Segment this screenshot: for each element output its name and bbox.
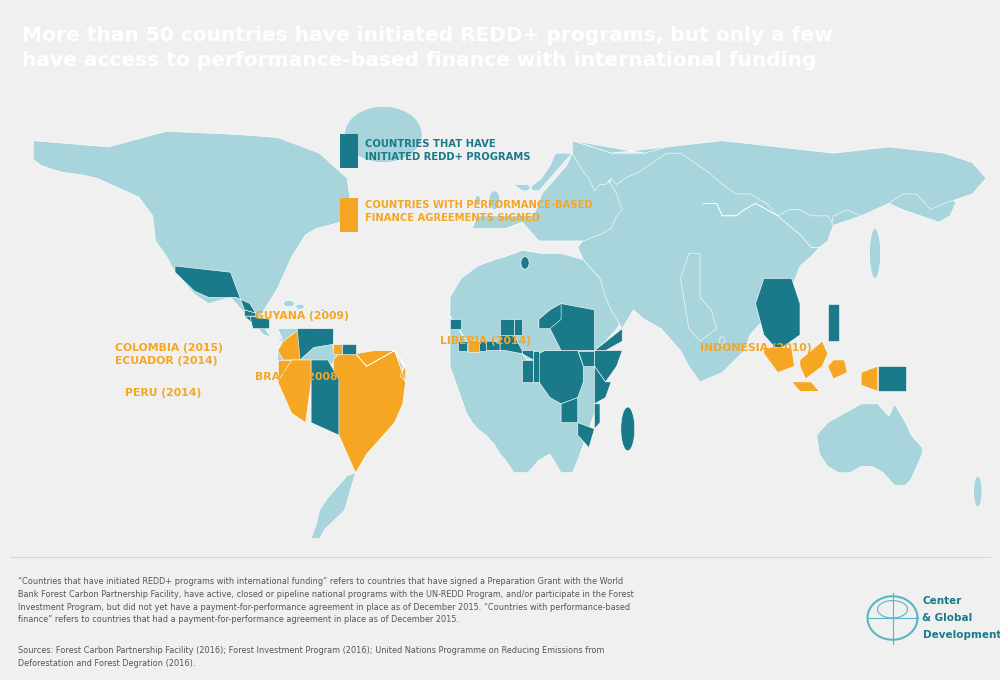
Polygon shape [878,367,906,391]
Polygon shape [450,250,622,473]
Polygon shape [278,328,406,539]
Polygon shape [539,303,594,351]
Text: INDONESIA (2010): INDONESIA (2010) [700,343,812,352]
Text: Development: Development [922,630,1000,641]
Polygon shape [296,304,304,309]
Polygon shape [342,344,356,354]
Polygon shape [269,335,286,341]
Polygon shape [450,250,622,360]
Polygon shape [450,319,461,328]
Polygon shape [800,341,828,379]
Polygon shape [458,341,467,351]
Text: COUNTRIES THAT HAVE
INITIATED REDD+ PROGRAMS: COUNTRIES THAT HAVE INITIATED REDD+ PROG… [365,139,530,163]
Polygon shape [333,344,406,473]
Polygon shape [475,196,481,205]
Polygon shape [467,341,472,351]
Polygon shape [621,407,635,451]
Polygon shape [828,360,847,379]
Polygon shape [311,360,339,435]
Text: More than 50 countries have initiated REDD+ programs, but only a few
have access: More than 50 countries have initiated RE… [22,26,833,70]
Text: LIBERIA (2014): LIBERIA (2014) [440,336,531,345]
Text: COLOMBIA (2015)
ECUADOR (2014): COLOMBIA (2015) ECUADOR (2014) [115,343,223,366]
Polygon shape [33,131,353,373]
Polygon shape [720,337,725,346]
Polygon shape [756,279,800,351]
Polygon shape [974,476,982,507]
Polygon shape [764,347,794,373]
Polygon shape [278,360,292,382]
FancyBboxPatch shape [340,134,358,168]
Text: COUNTRIES WITH PERFORMANCE-BASED
FINANCE AGREEMENTS SIGNED: COUNTRIES WITH PERFORMANCE-BASED FINANCE… [365,200,593,223]
Polygon shape [522,360,533,382]
Polygon shape [250,316,269,328]
Polygon shape [622,410,633,447]
Polygon shape [486,341,500,351]
Polygon shape [578,423,594,447]
Polygon shape [594,367,611,404]
Polygon shape [578,351,594,367]
Polygon shape [472,141,622,241]
Polygon shape [533,351,583,404]
Polygon shape [468,339,479,352]
Polygon shape [345,106,422,163]
Polygon shape [297,328,333,360]
Polygon shape [500,319,514,335]
Polygon shape [489,191,500,209]
Polygon shape [703,203,833,248]
Polygon shape [594,404,600,429]
Polygon shape [244,316,269,328]
Polygon shape [244,310,256,316]
Polygon shape [572,141,956,382]
Polygon shape [681,254,717,341]
Text: GUYANA (2009): GUYANA (2009) [255,311,349,321]
Polygon shape [792,382,819,391]
Polygon shape [278,360,311,423]
Polygon shape [594,351,622,382]
Polygon shape [283,301,294,307]
Polygon shape [478,341,486,351]
Polygon shape [594,328,622,351]
Polygon shape [869,228,881,279]
Polygon shape [514,319,522,335]
FancyBboxPatch shape [340,198,358,232]
Text: Center: Center [922,596,962,606]
Polygon shape [514,153,572,191]
Polygon shape [278,328,314,360]
Text: “Countries that have initiated REDD+ programs with international funding” refers: “Countries that have initiated REDD+ pro… [18,577,634,624]
Polygon shape [521,256,529,269]
Polygon shape [828,303,839,341]
Polygon shape [572,141,986,248]
Polygon shape [861,367,878,391]
Polygon shape [472,341,478,351]
Polygon shape [175,266,256,313]
Polygon shape [333,344,342,354]
Polygon shape [329,318,332,320]
Text: BRAZIL (2008): BRAZIL (2008) [255,372,342,382]
Text: Sources: Forest Carbon Partnership Facility (2016); Forest Investment Program (2: Sources: Forest Carbon Partnership Facil… [18,646,604,668]
Polygon shape [320,309,324,311]
Polygon shape [539,303,561,328]
Polygon shape [500,335,522,354]
Polygon shape [561,398,578,423]
Text: & Global: & Global [922,613,973,623]
Polygon shape [522,351,533,360]
Polygon shape [817,404,922,486]
Text: PERU (2014): PERU (2014) [125,388,201,398]
Polygon shape [533,351,539,382]
